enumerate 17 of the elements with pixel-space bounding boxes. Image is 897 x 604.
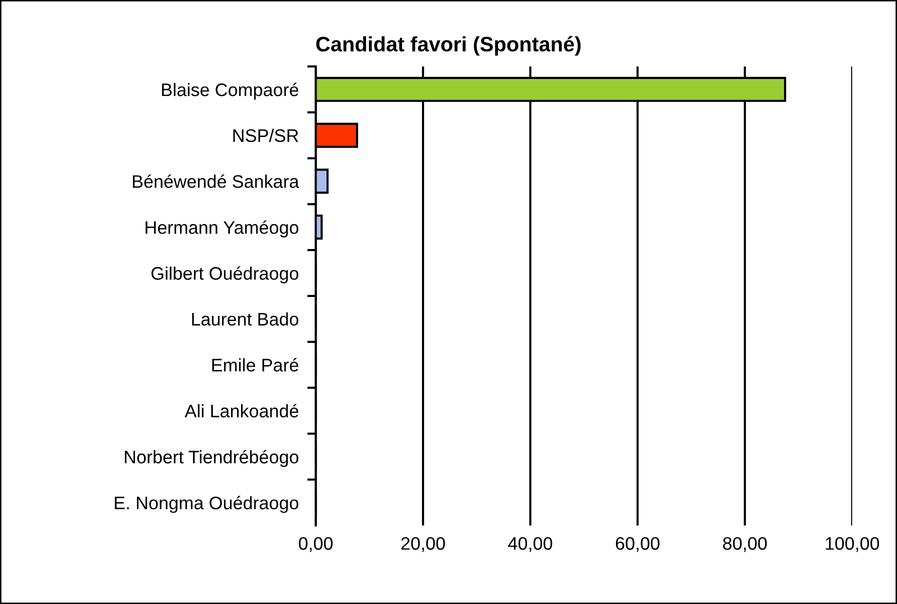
x-tick-label: 100,00 [826, 537, 880, 552]
chart-title: Candidat favori (Spontané) [316, 36, 581, 56]
x-tick-label: 80,00 [723, 537, 767, 552]
x-tick-label: 0,00 [298, 537, 333, 552]
y-tick-label: Blaise Compaoré [162, 82, 298, 100]
y-tick-label: NSP/SR [233, 128, 298, 142]
y-tick-label: Laurent Bado [192, 312, 298, 326]
y-tick-label: Norbert Tiendrébéogo [124, 450, 298, 468]
y-tick-label: E. Nongma Ouédraogo [114, 496, 298, 513]
x-tick-label: 20,00 [401, 537, 445, 552]
y-tick-label: Hermann Yaméogo [146, 220, 298, 238]
x-tick-label: 40,00 [508, 537, 552, 552]
y-tick-label: Bénéwendé Sankara [132, 174, 300, 188]
y-tick-label: Ali Lankoandé [184, 404, 298, 418]
y-tick-label: Gilbert Ouédraogo [151, 266, 298, 284]
x-tick-label: 60,00 [616, 537, 660, 552]
y-tick-label: Emile Paré [212, 358, 298, 372]
